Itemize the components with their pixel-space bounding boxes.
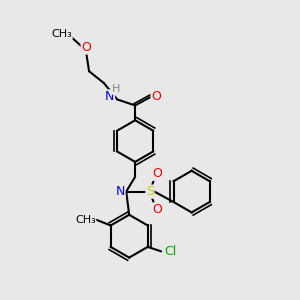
- Text: CH₃: CH₃: [51, 29, 72, 39]
- Text: O: O: [81, 41, 91, 54]
- Text: N: N: [105, 90, 115, 103]
- Text: O: O: [151, 90, 161, 103]
- Text: CH₃: CH₃: [75, 214, 96, 224]
- Text: Cl: Cl: [164, 245, 176, 258]
- Text: O: O: [152, 203, 162, 216]
- Text: S: S: [146, 185, 154, 198]
- Text: H: H: [112, 84, 120, 94]
- Text: N: N: [116, 185, 125, 198]
- Text: O: O: [152, 167, 162, 180]
